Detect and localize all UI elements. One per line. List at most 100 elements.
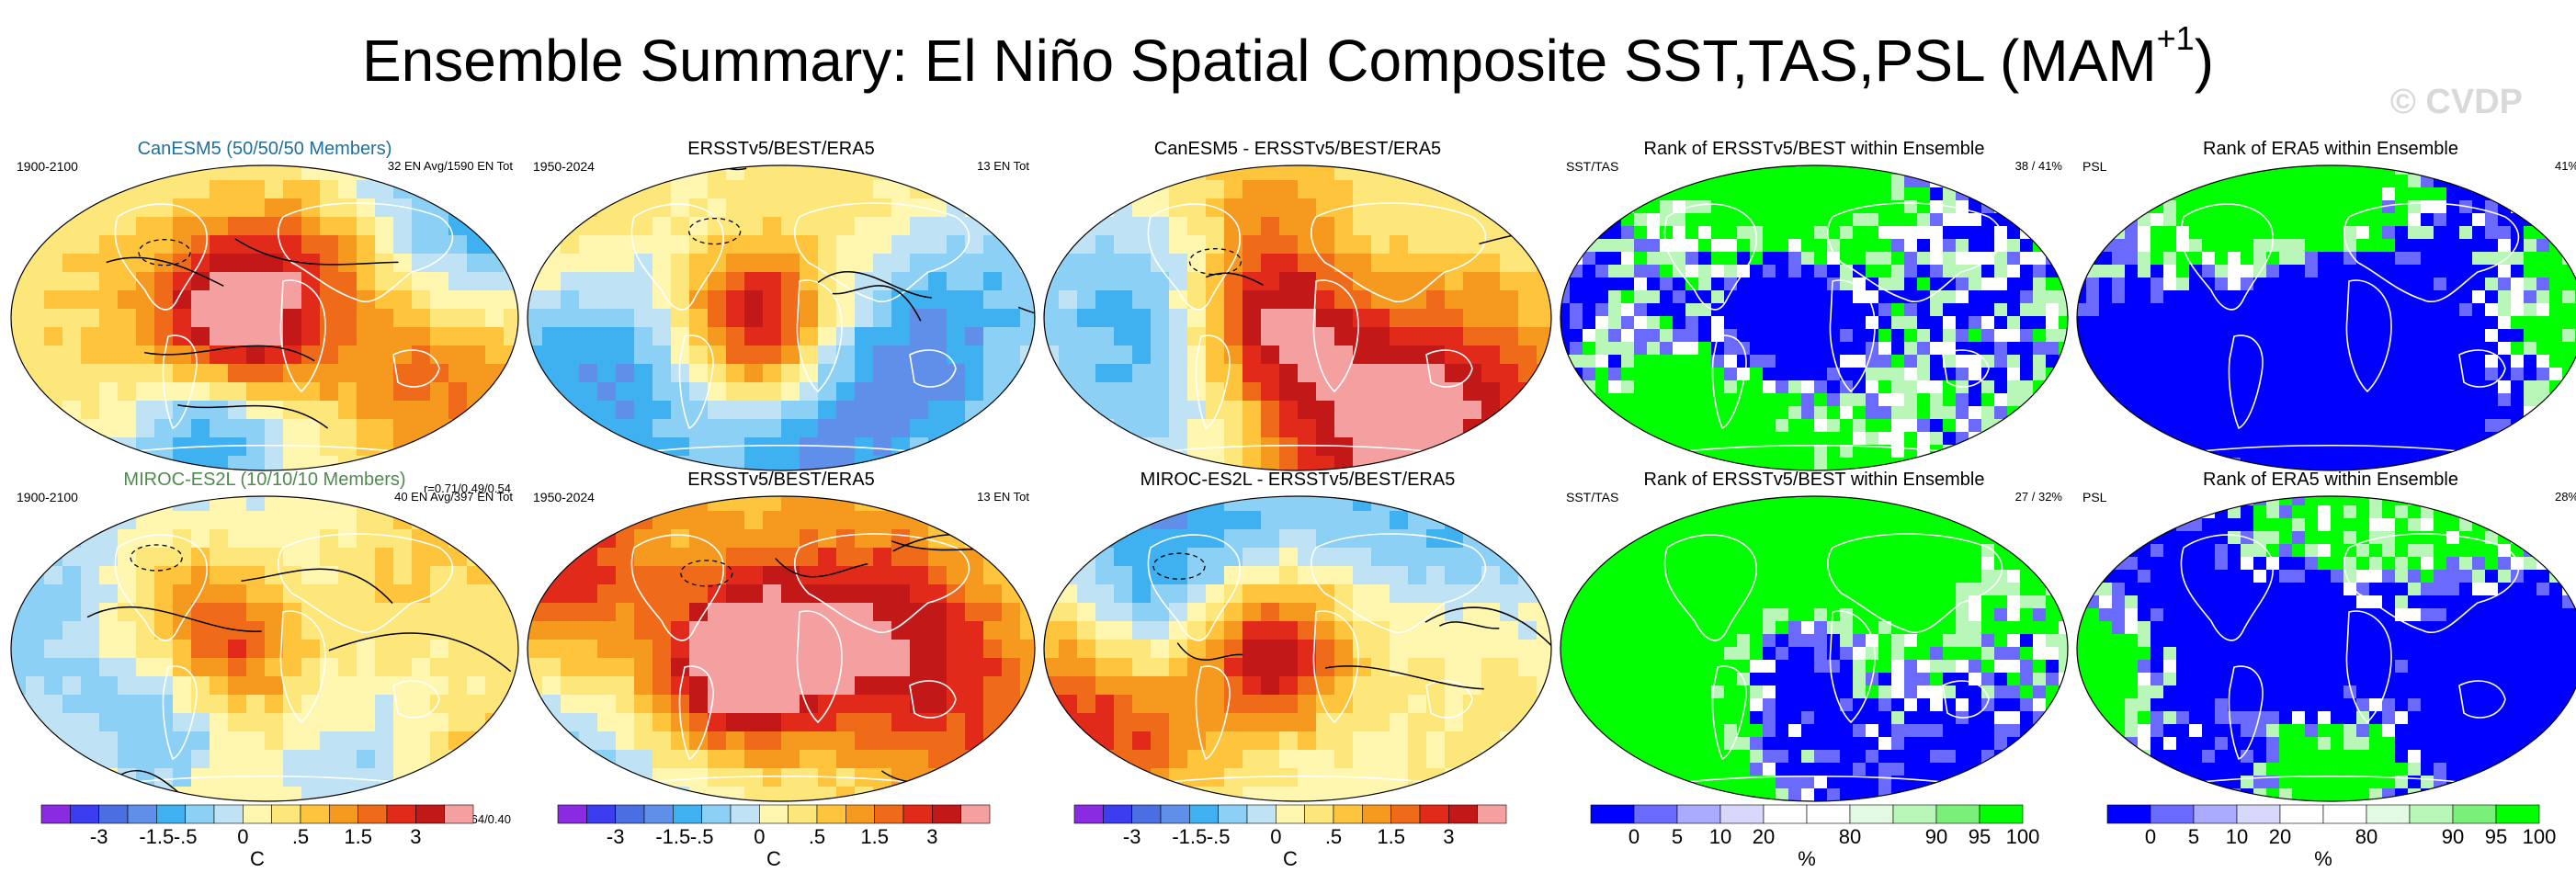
grid-cell <box>320 272 339 291</box>
grid-cell <box>1917 419 1931 433</box>
grid-cell <box>1371 768 1390 787</box>
grid-cell <box>2536 393 2550 407</box>
grid-cell <box>1763 329 1776 343</box>
grid-cell <box>26 640 45 659</box>
grid-cell <box>891 621 911 640</box>
grid-cell <box>1711 239 1725 253</box>
grid-cell <box>2446 316 2460 330</box>
grid-cell <box>2549 213 2563 227</box>
grid-cell <box>528 496 543 512</box>
grid-cell <box>2077 200 2087 214</box>
grid-cell <box>1114 768 1133 787</box>
grid-cell <box>1500 309 1519 328</box>
grid-cell <box>1840 226 1854 240</box>
grid-cell <box>873 235 892 255</box>
grid-cell <box>2099 445 2113 459</box>
grid-cell <box>320 713 339 732</box>
grid-cell <box>2125 329 2139 343</box>
grid-cell <box>2099 342 2113 356</box>
grid-cell <box>2266 187 2280 201</box>
grid-cell <box>1114 695 1133 714</box>
grid-cell <box>1481 496 1501 512</box>
grid-cell <box>800 511 819 530</box>
grid-cell <box>744 603 764 622</box>
grid-cell <box>2434 393 2447 407</box>
grid-cell <box>1827 278 1841 291</box>
grid-cell <box>1151 437 1170 457</box>
grid-cell <box>1608 200 1622 214</box>
grid-cell <box>1660 329 1674 343</box>
grid-cell <box>485 768 505 787</box>
grid-cell <box>2202 432 2216 446</box>
grid-cell <box>412 621 431 640</box>
grid-cell <box>1481 713 1501 732</box>
grid-cell <box>2331 445 2344 459</box>
grid-cell <box>1114 382 1133 402</box>
grid-cell <box>1044 496 1060 512</box>
grid-cell <box>1698 278 1712 291</box>
panel-title: Rank of ERA5 within Ensemble <box>2203 139 2458 159</box>
grid-cell <box>1737 213 1751 227</box>
grid-cell <box>1353 290 1372 310</box>
grid-cell <box>708 198 727 218</box>
grid-cell <box>2215 342 2229 356</box>
grid-cell <box>44 382 63 402</box>
grid-cell <box>2356 187 2370 201</box>
grid-cell <box>910 584 929 604</box>
grid-cell <box>1634 316 1648 330</box>
grid-cell <box>62 603 82 622</box>
panel-event-count: 32 EN Avg/1590 EN Tot <box>387 159 513 173</box>
grid-cell <box>393 676 413 696</box>
grid-cell <box>99 180 119 199</box>
grid-cell <box>891 676 911 696</box>
grid-cell <box>781 401 800 420</box>
grid-cell <box>1981 290 1995 304</box>
grid-cell <box>2434 380 2447 394</box>
grid-cell <box>1621 380 1635 394</box>
grid-cell <box>1243 401 1262 420</box>
grid-cell <box>2020 252 2034 266</box>
grid-cell <box>2382 419 2396 433</box>
grid-cell <box>947 676 966 696</box>
grid-cell <box>965 346 984 365</box>
grid-cell <box>1981 213 1995 227</box>
grid-cell <box>2331 213 2344 227</box>
grid-cell <box>873 713 892 732</box>
grid-cell <box>62 437 82 457</box>
grid-cell <box>1943 355 1957 368</box>
grid-cell <box>1878 368 1892 381</box>
grid-cell <box>375 750 394 769</box>
grid-cell <box>1711 393 1725 407</box>
grid-cell <box>99 437 119 457</box>
grid-cell <box>1243 364 1262 383</box>
grid-cell <box>2189 419 2203 433</box>
grid-cell <box>2395 445 2409 459</box>
grid-cell <box>283 676 302 696</box>
grid-cell <box>1570 406 1583 420</box>
grid-cell <box>2020 393 2034 407</box>
grid-cell <box>2163 239 2177 253</box>
grid-cell <box>855 309 874 328</box>
grid-cell <box>689 235 709 255</box>
grid-cell <box>1500 584 1519 604</box>
grid-cell <box>1866 265 1879 278</box>
grid-cell <box>1500 548 1519 567</box>
grid-cell <box>1500 713 1519 732</box>
grid-cell <box>910 235 929 255</box>
grid-cell <box>873 676 892 696</box>
grid-cell <box>2395 380 2409 394</box>
grid-cell <box>2020 432 2034 446</box>
grid-cell <box>2020 368 2034 381</box>
grid-cell <box>173 511 192 530</box>
grid-cell <box>2202 252 2216 266</box>
grid-cell <box>393 235 413 255</box>
grid-cell <box>99 235 119 255</box>
grid-cell <box>1827 252 1841 266</box>
rank-map <box>1560 164 2069 471</box>
grid-cell <box>1595 165 1609 176</box>
coastline <box>2228 334 2264 430</box>
grid-cell <box>173 419 192 438</box>
grid-cell <box>1763 200 1776 214</box>
grid-cell <box>2536 329 2550 343</box>
grid-cell <box>393 272 413 291</box>
